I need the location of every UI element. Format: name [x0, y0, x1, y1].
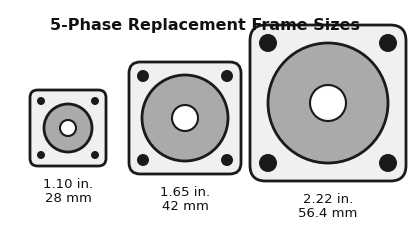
Circle shape: [37, 151, 45, 159]
Circle shape: [137, 70, 148, 82]
Circle shape: [137, 154, 148, 166]
Circle shape: [37, 97, 45, 105]
FancyBboxPatch shape: [249, 25, 405, 181]
Circle shape: [267, 43, 387, 163]
FancyBboxPatch shape: [129, 62, 240, 174]
Circle shape: [172, 105, 198, 131]
Circle shape: [378, 34, 396, 52]
Circle shape: [60, 120, 76, 136]
Circle shape: [91, 97, 99, 105]
Circle shape: [258, 154, 276, 172]
Text: 2.22 in.: 2.22 in.: [302, 193, 352, 206]
Circle shape: [220, 70, 232, 82]
Circle shape: [220, 154, 232, 166]
Circle shape: [91, 151, 99, 159]
Text: 1.10 in.: 1.10 in.: [43, 178, 93, 191]
Circle shape: [142, 75, 227, 161]
Text: 56.4 mm: 56.4 mm: [298, 207, 357, 220]
Text: 42 mm: 42 mm: [161, 200, 208, 213]
Circle shape: [309, 85, 345, 121]
Circle shape: [44, 104, 92, 152]
Text: 5-Phase Replacement Frame Sizes: 5-Phase Replacement Frame Sizes: [50, 18, 359, 33]
Circle shape: [378, 154, 396, 172]
Circle shape: [258, 34, 276, 52]
Text: 1.65 in.: 1.65 in.: [160, 186, 209, 199]
FancyBboxPatch shape: [30, 90, 106, 166]
Text: 28 mm: 28 mm: [45, 192, 91, 205]
